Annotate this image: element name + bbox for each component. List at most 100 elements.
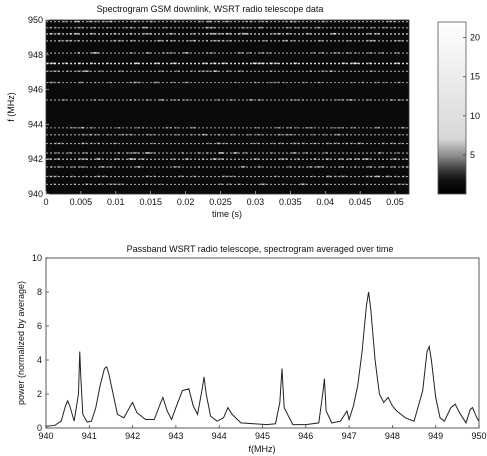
colorbar: 5 10 15 20 xyxy=(437,21,480,195)
spectrogram-speckle xyxy=(237,183,242,186)
spectrogram-speckle xyxy=(281,183,285,186)
spectrogram-speckle xyxy=(224,20,228,23)
spectrogram-speckle xyxy=(219,152,223,154)
spectrogram-speckle xyxy=(85,183,88,186)
spectrogram-speckle xyxy=(390,142,396,145)
spectrogram-speckle xyxy=(211,39,216,42)
spectrogram-speckle xyxy=(84,70,89,72)
spectrogram-speckle xyxy=(345,52,351,54)
spectrogram-speckle xyxy=(295,126,298,129)
spectrogram-speckle xyxy=(317,26,322,29)
spectrogram-speckle xyxy=(399,39,403,42)
spectrogram-speckle xyxy=(64,39,68,42)
spectrogram-speckle xyxy=(315,26,319,29)
spectrogram-speckle xyxy=(212,32,218,35)
spectrogram-speckle xyxy=(352,183,356,186)
spectrogram-xlabel: time (s) xyxy=(212,209,242,219)
spectrogram-speckle xyxy=(237,70,243,72)
spectrogram-speckle xyxy=(98,175,101,178)
spectrogram-speckle xyxy=(257,99,262,101)
spectrogram-speckle xyxy=(232,152,238,154)
spectrogram-speckle xyxy=(307,166,313,168)
spectrogram-speckle xyxy=(288,166,291,168)
spectrogram-speckle xyxy=(360,81,365,84)
spectrogram-speckle xyxy=(159,70,164,72)
spectrogram-speckle xyxy=(202,158,205,160)
passband-x-tick-label: 944 xyxy=(212,431,227,441)
spectrogram-speckle xyxy=(397,183,401,186)
spectrogram-speckle xyxy=(107,183,112,186)
spectrogram-speckle xyxy=(163,26,167,29)
spectrogram-speckle xyxy=(380,52,384,54)
spectrogram-speckle xyxy=(156,39,162,42)
spectrogram-speckle xyxy=(253,158,259,160)
spectrogram-speckle xyxy=(295,99,300,101)
spectrogram-speckle xyxy=(205,32,209,35)
spectrogram-speckle xyxy=(131,152,134,154)
spectrogram-speckle xyxy=(240,166,246,168)
spectrogram-speckle xyxy=(53,175,58,178)
spectrogram-speckle xyxy=(83,70,87,72)
spectrogram-speckle xyxy=(315,166,319,168)
passband-plot-area xyxy=(45,257,480,429)
spectrogram-speckle xyxy=(198,20,202,23)
spectrogram-speckle xyxy=(135,166,140,168)
spectrogram-speckle xyxy=(390,183,394,186)
spectrogram-speckle xyxy=(396,81,402,84)
spectrogram-speckle xyxy=(381,142,385,145)
spectrogram-speckle xyxy=(185,81,190,84)
spectrogram-speckle xyxy=(269,62,272,65)
spectrogram-speckle xyxy=(83,70,87,72)
spectrogram-speckle xyxy=(79,166,84,168)
spectrogram-speckle xyxy=(253,81,258,84)
spectrogram-speckle xyxy=(144,26,149,29)
spectrogram-speckle xyxy=(329,70,333,72)
spectrogram-speckle xyxy=(172,158,175,160)
spectrogram-speckle xyxy=(73,183,76,186)
spectrogram-speckle xyxy=(287,126,292,129)
spectrogram-speckle xyxy=(94,133,99,136)
passband-y-tick-label: 10 xyxy=(32,253,42,263)
spectrogram-speckle xyxy=(74,20,80,23)
spectrogram-speckle xyxy=(151,142,155,145)
spectrogram-speckle xyxy=(240,166,245,168)
spectrogram-speckle xyxy=(257,166,262,168)
spectrogram-speckle xyxy=(259,183,262,186)
spectrogram-speckle xyxy=(370,175,373,178)
spectrogram-speckle xyxy=(374,175,380,178)
spectrogram-speckle xyxy=(54,142,59,145)
spectrogram-x-tick-label: 0.05 xyxy=(386,197,404,207)
spectrogram-speckle xyxy=(336,133,342,136)
spectrogram-speckle xyxy=(403,183,407,186)
spectrogram-speckle xyxy=(94,52,99,54)
spectrogram-speckle xyxy=(187,39,190,42)
spectrogram-speckle xyxy=(331,32,337,35)
spectrogram-speckle xyxy=(80,126,85,129)
spectrogram-speckle xyxy=(131,158,137,160)
spectrogram-speckle xyxy=(168,32,174,35)
spectrogram-speckle xyxy=(375,175,379,178)
spectrogram-speckle xyxy=(247,133,251,136)
spectrogram-speckle xyxy=(48,175,53,178)
spectrogram-speckle xyxy=(395,52,399,54)
spectrogram-speckle xyxy=(240,26,246,29)
spectrogram-speckle xyxy=(286,32,290,35)
spectrogram-speckle xyxy=(345,133,349,136)
spectrogram-speckle xyxy=(173,166,178,168)
spectrogram-speckle xyxy=(173,20,177,23)
spectrogram-speckle xyxy=(312,133,315,136)
spectrogram-speckle xyxy=(221,175,227,178)
spectrogram-speckle xyxy=(114,158,120,160)
spectrogram-speckle xyxy=(402,175,406,178)
spectrogram-speckle xyxy=(101,20,107,23)
spectrogram-speckle xyxy=(134,62,138,65)
spectrogram-speckle xyxy=(264,20,269,23)
passband-x-tick-label: 948 xyxy=(385,431,400,441)
spectrogram-speckle xyxy=(56,158,60,160)
spectrogram-speckle xyxy=(370,39,375,42)
spectrogram-speckle xyxy=(383,81,387,84)
spectrogram-speckle xyxy=(329,70,334,72)
spectrogram-y-tick-label: 940 xyxy=(28,189,43,199)
spectrogram-x-ticks: 0 0.005 0.01 0.015 0.02 0.025 0.03 0.035 0.04 0.0… xyxy=(43,191,404,207)
spectrogram-speckle xyxy=(183,81,187,84)
